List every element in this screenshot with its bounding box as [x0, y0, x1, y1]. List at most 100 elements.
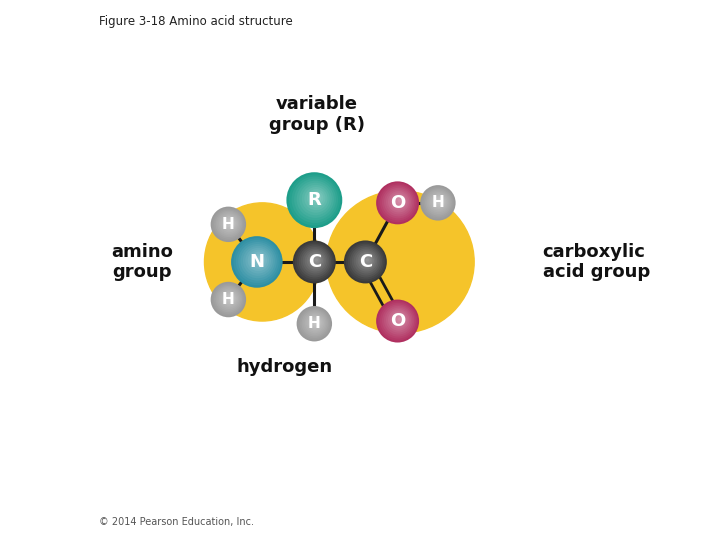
Text: N: N — [249, 253, 264, 271]
Circle shape — [299, 245, 331, 278]
Circle shape — [222, 291, 237, 306]
Circle shape — [354, 248, 379, 274]
Circle shape — [224, 293, 235, 304]
Text: H: H — [222, 292, 235, 307]
Circle shape — [220, 290, 238, 307]
Circle shape — [344, 240, 387, 284]
Circle shape — [386, 190, 411, 214]
Circle shape — [238, 242, 276, 281]
Circle shape — [214, 285, 243, 314]
Circle shape — [302, 248, 328, 274]
Circle shape — [390, 193, 408, 211]
Circle shape — [392, 313, 406, 327]
Circle shape — [394, 196, 405, 207]
Circle shape — [307, 189, 325, 207]
Text: © 2014 Pearson Education, Inc.: © 2014 Pearson Education, Inc. — [99, 517, 254, 527]
Circle shape — [246, 248, 271, 274]
Circle shape — [396, 198, 403, 205]
Text: hydrogen: hydrogen — [237, 357, 333, 376]
Circle shape — [308, 315, 323, 330]
Circle shape — [255, 255, 264, 264]
Circle shape — [376, 181, 419, 224]
Circle shape — [380, 303, 416, 339]
Text: C: C — [359, 253, 372, 271]
Circle shape — [397, 318, 401, 321]
Circle shape — [302, 310, 328, 336]
Circle shape — [300, 309, 330, 338]
Circle shape — [388, 309, 410, 330]
Circle shape — [231, 236, 283, 288]
Circle shape — [433, 196, 445, 207]
Circle shape — [348, 244, 384, 280]
Circle shape — [293, 240, 336, 284]
Circle shape — [380, 185, 416, 220]
Text: H: H — [222, 217, 235, 232]
Ellipse shape — [204, 203, 320, 321]
Circle shape — [301, 247, 329, 275]
Circle shape — [305, 313, 325, 333]
Circle shape — [397, 199, 401, 202]
Circle shape — [420, 185, 456, 220]
Circle shape — [310, 255, 321, 266]
Text: O: O — [390, 194, 405, 212]
Circle shape — [219, 213, 240, 234]
Circle shape — [394, 314, 405, 325]
Circle shape — [310, 191, 323, 205]
Circle shape — [382, 305, 414, 336]
Circle shape — [366, 258, 369, 262]
Text: H: H — [431, 195, 444, 211]
Circle shape — [243, 246, 273, 276]
Circle shape — [350, 245, 382, 278]
Circle shape — [384, 188, 413, 217]
Circle shape — [227, 295, 233, 301]
Circle shape — [423, 188, 453, 217]
Circle shape — [361, 255, 372, 266]
Circle shape — [212, 208, 245, 240]
Circle shape — [225, 294, 234, 302]
Circle shape — [312, 193, 321, 202]
Circle shape — [384, 306, 413, 335]
Text: O: O — [390, 312, 405, 330]
Circle shape — [309, 253, 323, 268]
Circle shape — [352, 247, 380, 275]
Circle shape — [297, 180, 334, 218]
Circle shape — [228, 221, 232, 224]
Text: Figure 3-18 Amino acid structure: Figure 3-18 Amino acid structure — [99, 15, 293, 28]
Circle shape — [315, 195, 319, 200]
Circle shape — [225, 219, 234, 227]
Circle shape — [431, 194, 446, 209]
Circle shape — [438, 200, 441, 202]
Circle shape — [364, 256, 371, 264]
Circle shape — [305, 187, 328, 210]
Circle shape — [382, 186, 414, 218]
Circle shape — [346, 242, 385, 281]
Circle shape — [217, 287, 240, 311]
Text: carboxylic
acid group: carboxylic acid group — [543, 242, 650, 281]
Circle shape — [297, 244, 333, 280]
Circle shape — [312, 256, 320, 264]
Ellipse shape — [326, 191, 474, 333]
Circle shape — [360, 253, 374, 268]
Circle shape — [215, 286, 242, 313]
Circle shape — [298, 307, 330, 340]
Circle shape — [217, 212, 240, 235]
Circle shape — [287, 172, 342, 228]
Circle shape — [300, 183, 332, 215]
Circle shape — [250, 252, 267, 269]
Text: H: H — [308, 316, 320, 331]
Circle shape — [248, 249, 269, 271]
Text: amino
group: amino group — [112, 242, 174, 281]
Circle shape — [235, 240, 279, 283]
Circle shape — [289, 174, 340, 226]
Circle shape — [427, 191, 450, 214]
Circle shape — [220, 214, 238, 232]
Circle shape — [222, 216, 237, 231]
Circle shape — [306, 314, 324, 332]
Circle shape — [252, 254, 265, 266]
Circle shape — [428, 192, 449, 212]
Circle shape — [315, 321, 318, 323]
Circle shape — [305, 250, 326, 272]
Circle shape — [436, 198, 442, 204]
Circle shape — [310, 316, 321, 328]
Circle shape — [292, 177, 338, 223]
